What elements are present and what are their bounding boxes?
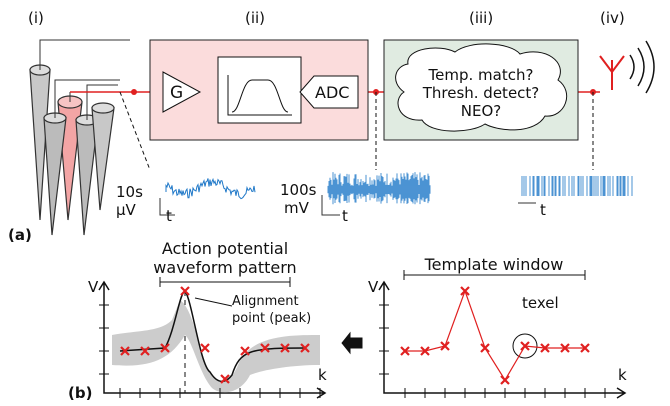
title: waveform pattern [153,258,296,277]
marker [280,343,290,353]
axis-label: k [318,366,327,384]
marker [160,343,170,353]
panel-label: (b) [68,384,92,402]
scale: 10s [116,183,143,201]
adc: ADC [315,83,349,102]
axis-label: k [618,366,627,384]
title: Template window [424,255,564,274]
marker [300,343,310,353]
title: Action potential [162,239,288,258]
detection: NEO? [461,102,501,120]
annotation: point (peak) [232,311,311,326]
scale: 100s [280,181,317,199]
marker [120,346,130,356]
labels: (i) (ii) (iii) (iv) G ADC Temp. match? T… [8,9,627,402]
detection: Thresh. detect? [422,84,540,102]
marker [420,346,430,356]
electrodes [29,64,115,236]
axis-label: V [368,278,379,296]
marker [460,286,470,296]
annotation: texel [522,294,559,312]
marker [180,286,190,296]
trace [165,177,256,200]
marker [520,341,530,351]
marker [240,346,250,356]
marker [500,375,510,385]
axis: t [166,207,172,225]
marker [260,343,270,353]
annotation: Alignment [232,294,299,309]
detection: Temp. match? [428,66,534,84]
marker [400,346,410,356]
amplifier: G [170,83,183,103]
spikes [521,176,633,196]
axis-label: V [88,278,99,296]
stage-label: (iv) [600,9,625,27]
marker [140,346,150,356]
marker [560,343,570,353]
panel-label: (a) [8,226,32,244]
trace [327,172,431,205]
marker [580,343,590,353]
unit: mV [284,199,310,217]
stage-label: (ii) [245,9,265,27]
axis: t [342,207,348,225]
stage-label: (iii) [469,9,493,27]
marker [480,343,490,353]
unit: μV [116,201,137,219]
stage-label: (i) [28,9,44,27]
layout [29,39,655,399]
marker [440,341,450,351]
marker [540,343,550,353]
marker [200,343,210,353]
axis: t [540,201,546,219]
marker [220,374,230,384]
